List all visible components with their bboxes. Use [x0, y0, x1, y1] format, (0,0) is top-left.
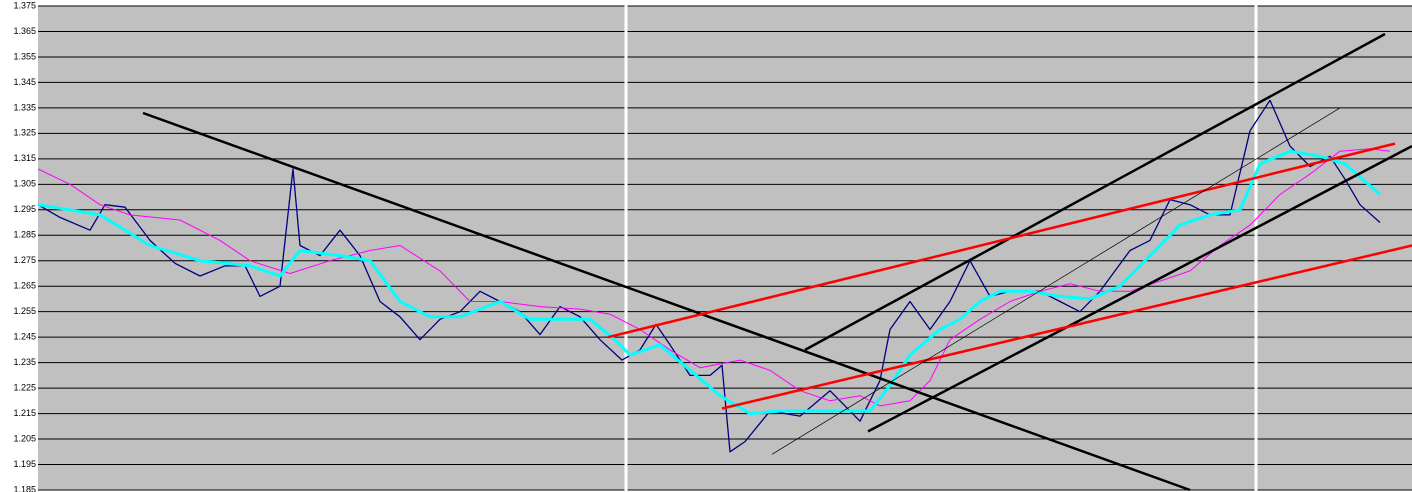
series-line	[37, 149, 1381, 416]
y-tick-label: 1.225	[13, 382, 36, 392]
y-tick-label: 1.335	[13, 102, 36, 112]
y-tick-label: 1.185	[13, 484, 36, 492]
series-line	[804, 32, 1386, 351]
series-line	[607, 142, 1396, 339]
plot-area	[38, 6, 1412, 490]
y-tick-label: 1.215	[13, 408, 36, 418]
marks	[37, 32, 1412, 492]
y-tick-label: 1.195	[13, 459, 36, 469]
series-line	[37, 99, 1381, 453]
y-tick-label: 1.375	[13, 0, 36, 10]
series-line	[142, 111, 1191, 492]
y-tick-label: 1.345	[13, 77, 36, 87]
y-tick-label: 1.305	[13, 179, 36, 189]
y-tick-label: 1.245	[13, 332, 36, 342]
y-tick-label: 1.275	[13, 255, 36, 265]
y-tick-label: 1.295	[13, 204, 36, 214]
y-tick-label: 1.355	[13, 51, 36, 61]
y-tick-label: 1.285	[13, 230, 36, 240]
y-tick-label: 1.235	[13, 357, 36, 367]
series-line	[37, 148, 1391, 407]
series-line	[867, 144, 1412, 433]
y-tick-label: 1.265	[13, 281, 36, 291]
y-tick-label: 1.365	[13, 26, 36, 36]
y-tick-label: 1.205	[13, 433, 36, 443]
y-tick-label: 1.315	[13, 153, 36, 163]
grid	[38, 5, 1412, 491]
series-line	[721, 244, 1412, 410]
y-tick-label: 1.325	[13, 128, 36, 138]
series-line	[771, 107, 1341, 455]
y-tick-label: 1.255	[13, 306, 36, 316]
